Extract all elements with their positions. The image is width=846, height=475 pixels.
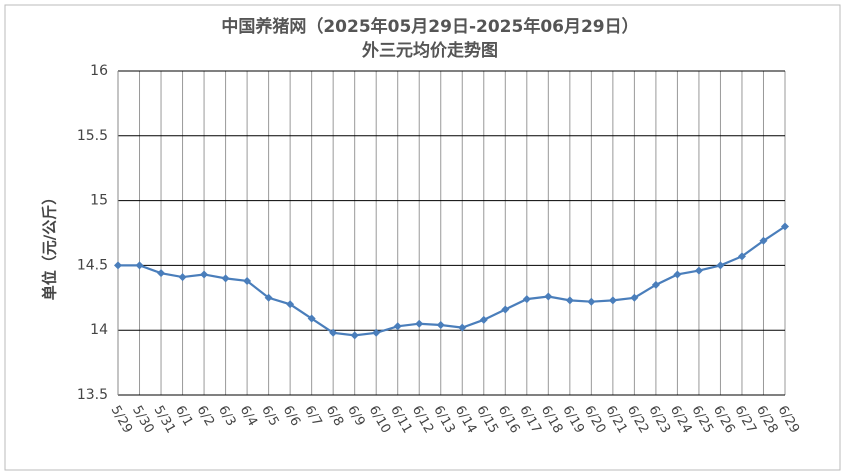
- point: [587, 297, 596, 306]
- point: [479, 315, 488, 324]
- chart-subtitle: 外三元均价走势图: [362, 40, 498, 61]
- point: [200, 270, 209, 279]
- point: [243, 276, 252, 285]
- point: [630, 293, 639, 302]
- point: [759, 236, 768, 245]
- point: [350, 331, 359, 340]
- point: [737, 252, 746, 261]
- point: [781, 222, 789, 231]
- point: [329, 328, 338, 337]
- point: [264, 293, 273, 302]
- point: [651, 280, 660, 289]
- point: [565, 296, 574, 305]
- point: [286, 300, 295, 309]
- point: [114, 261, 122, 270]
- point: [501, 305, 510, 314]
- point: [178, 273, 187, 282]
- point: [458, 323, 467, 332]
- point: [673, 270, 682, 279]
- y-tick-label: 15: [90, 193, 108, 209]
- point: [436, 321, 445, 330]
- point: [157, 269, 166, 278]
- chart-frame: [4, 4, 841, 471]
- y-tick-label: 13.5: [77, 387, 108, 403]
- point: [544, 292, 553, 301]
- point: [522, 295, 531, 304]
- point: [393, 322, 402, 331]
- point: [307, 314, 316, 323]
- y-tick-label: 15.5: [77, 128, 108, 144]
- point: [221, 274, 230, 283]
- y-tick-label: 14: [90, 322, 108, 338]
- y-tick-label: 16: [90, 63, 108, 79]
- y-tick-label: 14.5: [77, 257, 108, 273]
- point: [372, 328, 381, 337]
- point: [694, 266, 703, 275]
- point: [415, 319, 424, 328]
- chart-title: 中国养猪网（2025年05月29日-2025年06月29日）: [221, 16, 638, 37]
- y-axis-label: 单位（元/公斤）: [41, 190, 59, 300]
- point: [135, 261, 144, 270]
- line: [118, 225, 786, 337]
- point: [608, 296, 617, 305]
- point: [716, 261, 725, 270]
